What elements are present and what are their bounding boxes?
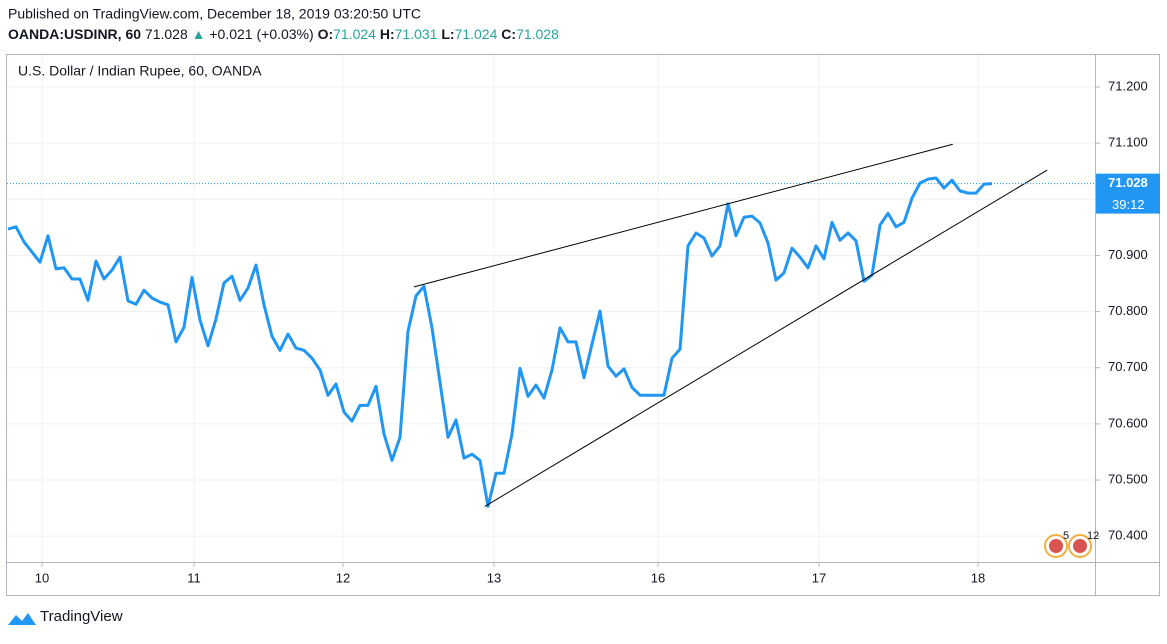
- y-tick-label: 71.200: [1108, 78, 1148, 93]
- last-price-box: [1096, 173, 1160, 214]
- o-label: O:: [318, 26, 334, 42]
- h: 71.031: [395, 26, 438, 42]
- x-tick-label: 12: [336, 570, 350, 585]
- c: 71.028: [516, 26, 559, 42]
- h-label: H:: [380, 26, 395, 42]
- ohlc-legend: OANDA:USDINR, 60 71.028 ▲ +0.021 (+0.03%…: [8, 26, 559, 42]
- l: 71.024: [455, 26, 498, 42]
- logo: TradingView: [8, 608, 123, 625]
- o: 71.024: [333, 26, 376, 42]
- x-tick-label: 11: [187, 570, 201, 585]
- trend-line: [484, 169, 1048, 507]
- l-label: L:: [441, 26, 454, 42]
- chart-title: U.S. Dollar / Indian Rupee, 60, OANDA: [18, 63, 262, 79]
- brand: TradingView: [40, 608, 123, 625]
- trend-line: [413, 143, 953, 288]
- price-line: [7, 176, 993, 508]
- x-tick-label: 13: [487, 570, 501, 585]
- y-tick-label: 70.600: [1108, 415, 1148, 430]
- x-tick-label: 18: [971, 570, 985, 585]
- event-flag: [1073, 539, 1087, 553]
- logo-icon: [8, 613, 36, 625]
- y-tick-label: 70.500: [1108, 471, 1148, 486]
- x-tick-label: 10: [35, 570, 49, 585]
- frame: [6, 54, 1160, 596]
- last: 71.028: [145, 26, 188, 42]
- y-tick-label: 70.900: [1108, 247, 1148, 262]
- arrow: ▲: [192, 26, 206, 42]
- event-flag: [1049, 539, 1063, 553]
- last-price-label: 71.028: [1108, 175, 1148, 190]
- x-tick-label: 16: [651, 570, 665, 585]
- change: +0.021 (+0.03%): [209, 26, 313, 42]
- c-label: C:: [501, 26, 516, 42]
- y-tick-label: 70.400: [1108, 528, 1148, 543]
- y-tick-label: 71.100: [1108, 135, 1148, 150]
- symbol: OANDA:USDINR, 60: [8, 26, 141, 42]
- y-tick-label: 70.700: [1108, 359, 1148, 374]
- plot: [7, 143, 1095, 508]
- published: Published on TradingView.com, December 1…: [8, 6, 421, 22]
- y-tick-label: 70.800: [1108, 303, 1148, 318]
- countdown: 39:12: [1112, 197, 1145, 212]
- event-count: 5: [1063, 530, 1069, 542]
- x-tick-label: 17: [812, 570, 826, 585]
- event-count: 12: [1087, 530, 1099, 542]
